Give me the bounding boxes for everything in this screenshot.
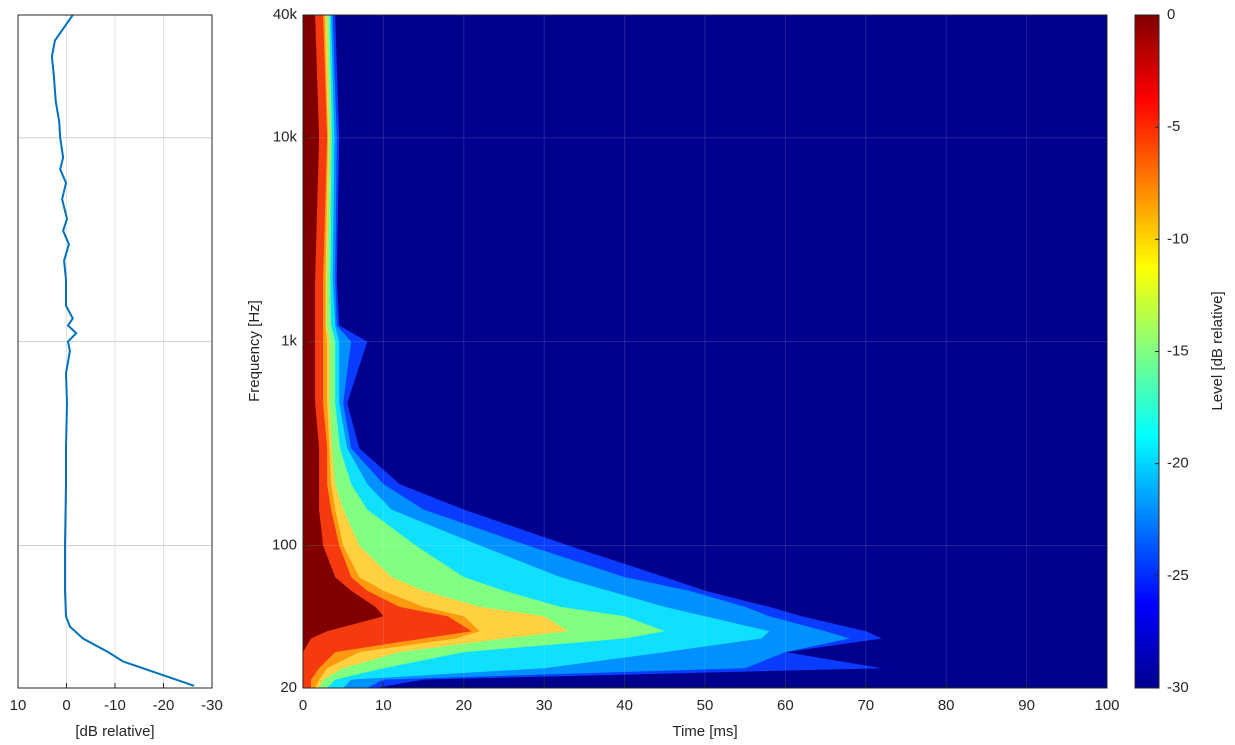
x-axis-label: [dB relative] — [75, 723, 154, 740]
x-tick-label: 30 — [536, 697, 553, 714]
colorbar-tick-label: -10 — [1167, 230, 1189, 247]
colorbar-label: Level [dB relative] — [1209, 291, 1226, 410]
x-tick-label: 40 — [616, 697, 633, 714]
response-line — [50, 14, 195, 687]
colorbar-tick-label: -25 — [1167, 567, 1189, 584]
x-tick-label: 0 — [299, 697, 307, 714]
colorbar-tick-label: 0 — [1167, 6, 1175, 23]
y-tick-label: 20 — [280, 679, 297, 696]
y-tick-label: 40k — [273, 6, 298, 23]
x-tick-label: -10 — [104, 697, 126, 714]
y-tick-label: 1k — [281, 333, 297, 350]
colorbar-tick-label: -30 — [1167, 679, 1189, 696]
plot-frame — [302, 14, 1108, 689]
x-tick-label: 90 — [1018, 697, 1035, 714]
x-tick-label: 10 — [10, 697, 27, 714]
colorbar-tick-label: -5 — [1167, 118, 1180, 135]
y-axis-label: Frequency [Hz] — [246, 300, 263, 402]
x-tick-label: 100 — [1094, 697, 1119, 714]
x-tick-label: 60 — [777, 697, 794, 714]
x-tick-label: 50 — [697, 697, 714, 714]
contour-band — [303, 15, 384, 688]
plot-frame — [17, 14, 213, 689]
x-tick-label: 20 — [455, 697, 472, 714]
y-tick-label: 10k — [273, 129, 298, 146]
x-tick-label: 10 — [375, 697, 392, 714]
y-tick-label: 100 — [272, 536, 297, 553]
contour-band — [303, 15, 850, 688]
x-tick-label: -30 — [201, 697, 223, 714]
colorbar-tick-label: -15 — [1167, 342, 1189, 359]
contour-group — [303, 15, 1107, 688]
x-tick-label: -20 — [153, 697, 175, 714]
x-tick-label: 0 — [62, 697, 70, 714]
colorbar-tick-label: -20 — [1167, 455, 1189, 472]
x-axis-label: Time [ms] — [672, 723, 737, 740]
x-tick-label: 70 — [857, 697, 874, 714]
x-tick-label: 80 — [938, 697, 955, 714]
